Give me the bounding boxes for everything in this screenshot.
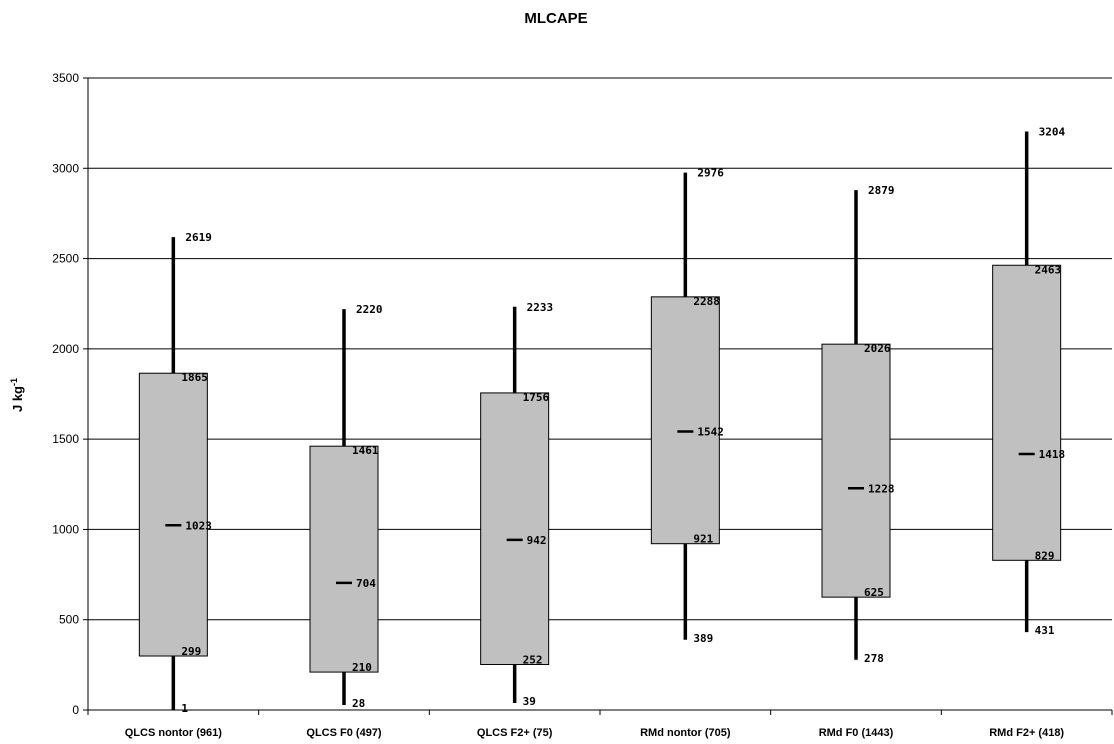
min-label: 431 xyxy=(1035,624,1055,637)
y-tick-labels: 0 500 1000 1500 2000 2500 3000 3500 xyxy=(52,71,79,717)
min-label: 278 xyxy=(864,652,884,665)
max-label: 2220 xyxy=(356,303,383,316)
median-label: 1542 xyxy=(697,426,724,439)
min-label: 1 xyxy=(181,702,188,715)
y-axis-label-main: J kg xyxy=(10,386,25,412)
y-tick-label: 3500 xyxy=(52,71,79,85)
q1-label: 210 xyxy=(352,661,372,674)
box xyxy=(992,264,1062,561)
median-label: 1418 xyxy=(1039,448,1066,461)
min-label: 28 xyxy=(352,697,365,710)
q1-label: 299 xyxy=(181,645,201,658)
box xyxy=(309,445,379,673)
box-layer xyxy=(138,131,1062,710)
x-tick-label: RMd F2+ (418) xyxy=(989,727,1064,739)
q1-label: 252 xyxy=(523,653,543,666)
q1-label: 625 xyxy=(864,586,884,599)
y-tick-label: 500 xyxy=(59,613,79,627)
max-label: 2619 xyxy=(185,231,212,244)
y-tick-label: 1000 xyxy=(52,522,79,536)
x-tick-label: QLCS F0 (497) xyxy=(306,727,382,739)
q3-label: 1461 xyxy=(352,444,379,457)
box-group xyxy=(480,306,550,703)
q3-label: 2463 xyxy=(1035,263,1062,276)
x-tick-label: QLCS F2+ (75) xyxy=(477,727,553,739)
median-label: 942 xyxy=(527,534,547,547)
q3-label: 2288 xyxy=(693,295,720,308)
x-tick-label: QLCS nontor (961) xyxy=(125,727,223,739)
chart-title: MLCAPE xyxy=(524,10,587,27)
box-group xyxy=(138,237,208,710)
max-label: 2879 xyxy=(868,184,895,197)
q3-label: 1756 xyxy=(523,391,550,404)
box xyxy=(821,343,891,598)
median-label: 1023 xyxy=(185,519,212,532)
y-tick-label: 2500 xyxy=(52,252,79,266)
box-group xyxy=(650,172,720,640)
q3-label: 2026 xyxy=(864,342,891,355)
max-label: 3204 xyxy=(1039,125,1066,138)
box xyxy=(480,392,550,665)
x-tick-labels: QLCS nontor (961) QLCS F0 (497) QLCS F2+ (… xyxy=(125,727,1065,739)
max-label: 2233 xyxy=(527,301,554,314)
q3-label: 1865 xyxy=(181,371,208,384)
y-tick-label: 1500 xyxy=(52,432,79,446)
box xyxy=(650,296,720,545)
y-axis-label: J kg-1 xyxy=(9,378,25,412)
x-tick-label: RMd F0 (1443) xyxy=(819,727,894,739)
box-group xyxy=(992,131,1062,633)
y-tick-label: 3000 xyxy=(52,161,79,175)
y-tick-label: 2000 xyxy=(52,342,79,356)
y-tick-label: 0 xyxy=(72,703,79,717)
y-axis-label-superscript: -1 xyxy=(9,378,19,386)
x-tick-label: RMd nontor (705) xyxy=(640,727,731,739)
min-label: 39 xyxy=(523,695,536,708)
data-labels: 2619 1865 1023 299 1 2220 1461 704 210 28 2233 1756… xyxy=(181,125,1065,714)
svg-text:J kg-1: J kg-1 xyxy=(9,378,25,412)
q1-label: 829 xyxy=(1035,549,1055,562)
median-label: 704 xyxy=(356,577,376,590)
box xyxy=(138,372,208,657)
q1-label: 921 xyxy=(693,533,713,546)
box-group xyxy=(821,190,891,660)
min-label: 389 xyxy=(693,632,713,645)
median-label: 1228 xyxy=(868,482,895,495)
box-group xyxy=(309,309,379,705)
axis-layer xyxy=(83,77,1113,715)
max-label: 2976 xyxy=(697,167,724,180)
grid-layer xyxy=(88,77,1112,621)
